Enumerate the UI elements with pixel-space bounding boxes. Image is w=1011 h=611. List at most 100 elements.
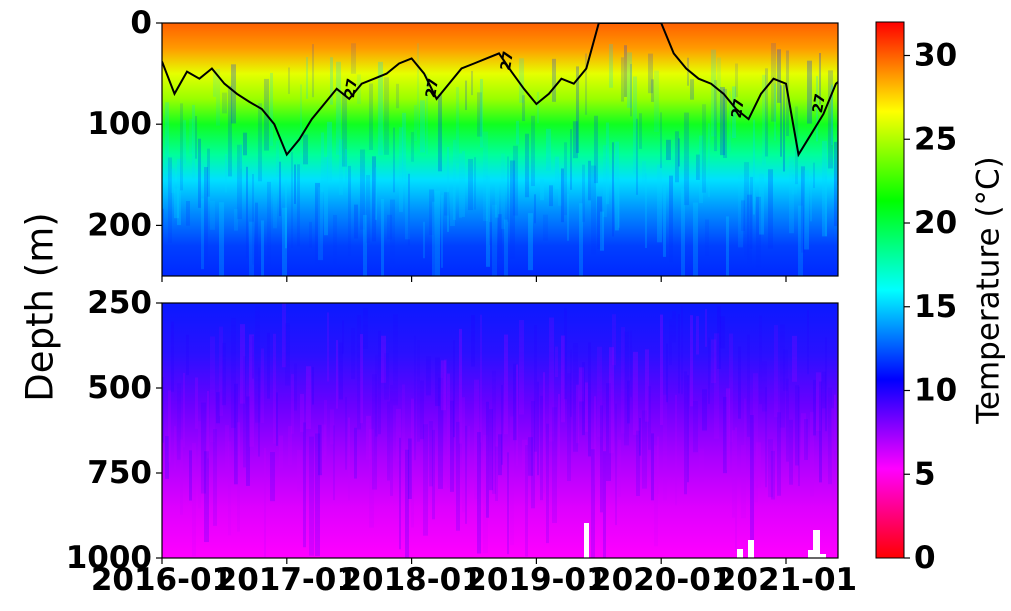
streak	[729, 333, 733, 442]
streak	[294, 363, 297, 411]
streak	[801, 413, 806, 461]
streak	[747, 194, 752, 265]
streak	[330, 409, 334, 445]
streak	[387, 214, 392, 240]
streak	[513, 363, 517, 441]
streak	[222, 92, 227, 114]
streak	[426, 74, 428, 155]
streak	[681, 306, 683, 395]
streak	[828, 70, 833, 169]
streak	[438, 377, 443, 489]
streak	[780, 85, 782, 157]
streak	[594, 396, 596, 486]
streak	[729, 91, 731, 152]
streak	[339, 139, 343, 195]
x-ticks: 2016-012017-012018-012019-012020-012021-…	[91, 558, 857, 598]
streak	[345, 149, 347, 188]
streak	[366, 415, 371, 460]
streak	[696, 316, 699, 355]
streak	[204, 167, 208, 263]
streak	[501, 153, 505, 229]
streak	[561, 168, 564, 223]
streak	[255, 202, 258, 268]
streak	[774, 83, 776, 141]
streak	[573, 121, 578, 159]
streak	[324, 156, 328, 236]
streak	[528, 213, 533, 271]
streak	[765, 387, 767, 488]
y-tick-label: 500	[87, 370, 152, 406]
streak	[705, 219, 709, 256]
streak	[756, 442, 761, 488]
streak	[303, 134, 308, 165]
streak	[540, 179, 544, 201]
streak	[522, 439, 527, 472]
streak	[756, 196, 761, 276]
streak	[348, 165, 351, 257]
streak	[555, 156, 559, 190]
streak	[381, 335, 386, 383]
streak	[405, 171, 410, 240]
streak	[402, 384, 405, 486]
streak	[309, 221, 312, 248]
streak	[723, 88, 727, 158]
streak	[798, 386, 800, 487]
streak	[636, 430, 640, 496]
streak	[651, 433, 654, 501]
streak	[315, 182, 320, 265]
colorbar-tick-label: 20	[914, 205, 957, 241]
streak	[672, 310, 676, 343]
streak	[738, 346, 741, 419]
streak	[714, 333, 719, 439]
streak	[198, 138, 201, 208]
streak	[618, 178, 620, 228]
streak	[642, 410, 647, 489]
streak	[804, 170, 809, 250]
streak	[621, 327, 625, 434]
streak	[483, 131, 488, 221]
streak	[432, 429, 435, 520]
streak	[480, 314, 482, 443]
streak	[675, 394, 677, 506]
streak	[615, 403, 617, 526]
streak	[192, 104, 195, 179]
colorbar: 0 5 10 15 20 25 30 Temperature (°C)	[875, 21, 1007, 576]
streak	[816, 372, 821, 431]
streak	[195, 116, 197, 159]
streak	[804, 419, 808, 460]
streak	[450, 189, 455, 227]
upper-heatmap	[162, 23, 838, 276]
streak	[258, 367, 260, 457]
streak	[321, 132, 324, 193]
streak	[519, 320, 524, 415]
streak	[429, 189, 434, 235]
streak	[378, 330, 381, 435]
streak	[414, 105, 417, 142]
streak	[753, 119, 755, 215]
streak	[597, 346, 602, 437]
streak	[309, 436, 314, 556]
streak	[546, 423, 549, 544]
streak	[630, 64, 632, 117]
streak	[558, 393, 560, 489]
streak	[828, 387, 832, 485]
streak	[795, 385, 799, 466]
streak	[354, 204, 358, 239]
streak	[246, 166, 248, 259]
y-tick-label: 1000	[66, 540, 152, 576]
streak	[597, 196, 602, 250]
streak	[819, 381, 822, 483]
streak	[396, 408, 401, 462]
streak	[501, 384, 503, 465]
streak	[297, 449, 302, 492]
streak	[624, 45, 627, 97]
streak	[192, 442, 196, 557]
streak	[732, 430, 735, 518]
colorbar-tick-label: 30	[914, 38, 957, 74]
streak	[834, 394, 836, 451]
streak	[357, 74, 361, 104]
streak	[219, 202, 224, 276]
streak	[753, 373, 758, 503]
streak	[282, 303, 286, 368]
streak	[663, 185, 666, 257]
